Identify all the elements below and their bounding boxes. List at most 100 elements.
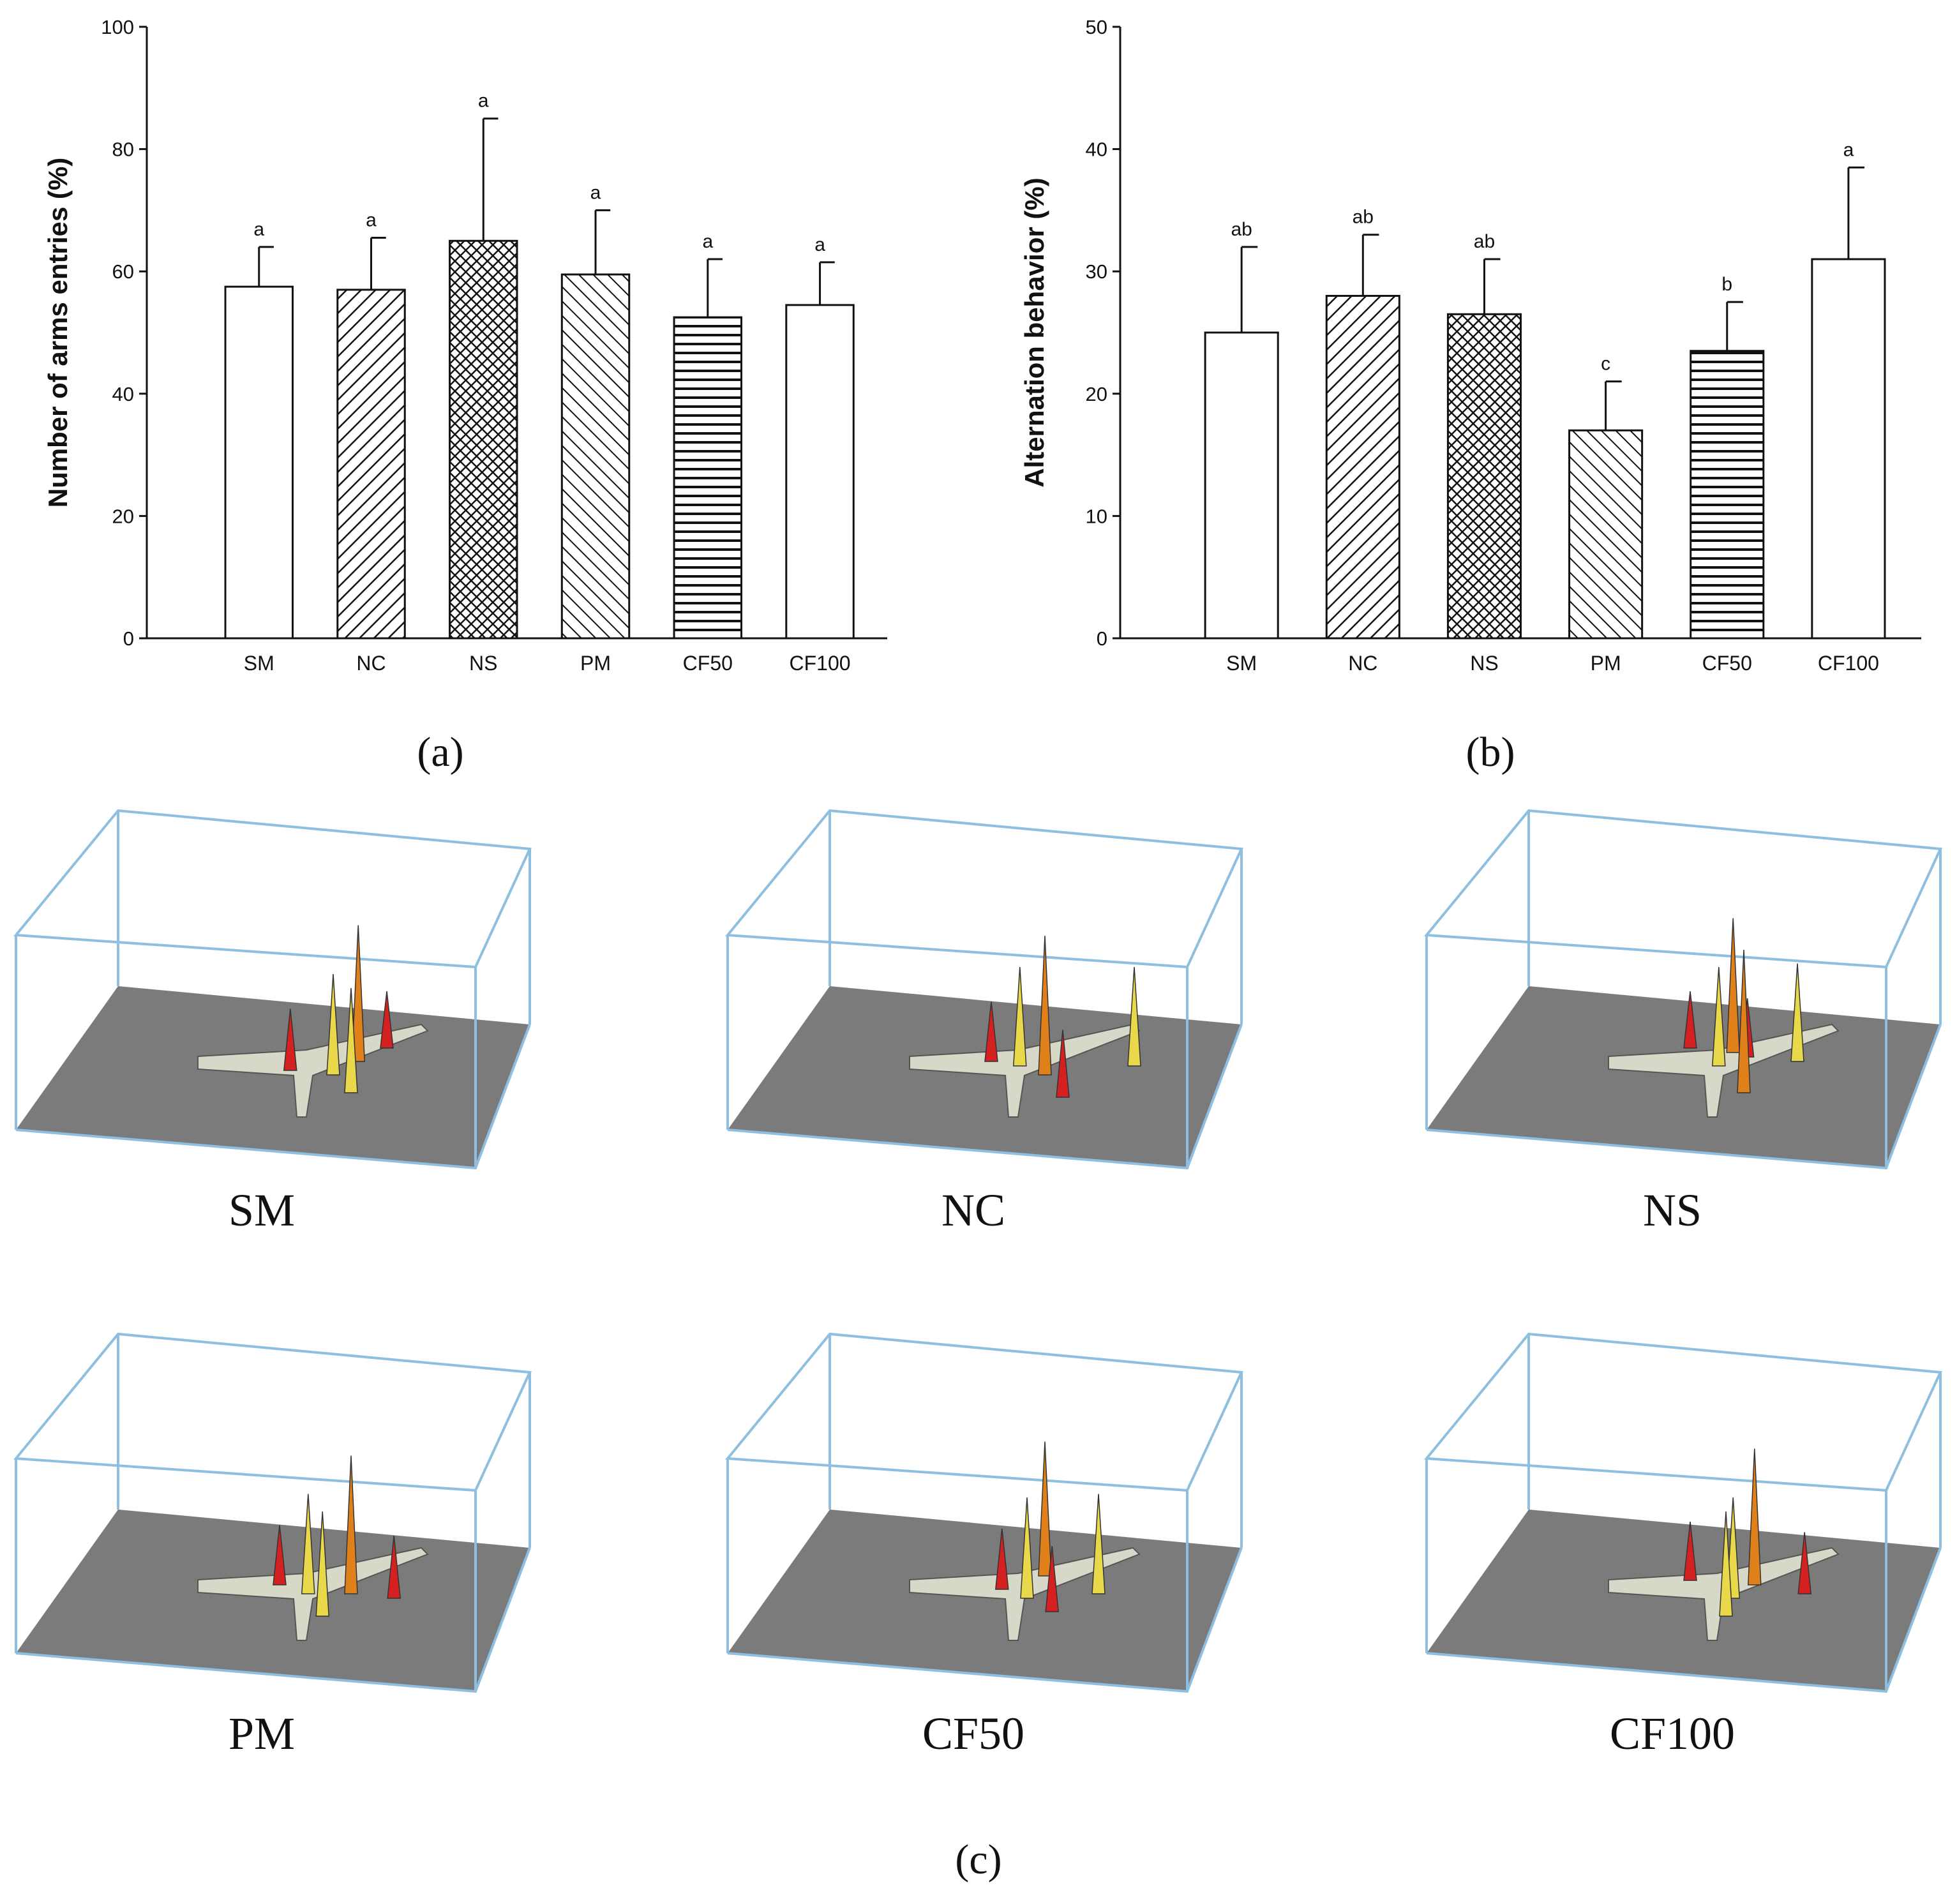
significance-letter: a (478, 91, 489, 112)
heatmap-peak (1726, 918, 1740, 1053)
heatmap-peak (1790, 963, 1804, 1062)
x-tick-label: NC (356, 652, 386, 675)
heatmap-peak (351, 925, 365, 1062)
heatmap-peak (1748, 1448, 1762, 1585)
x-tick-label: CF100 (1818, 652, 1879, 675)
heatmap-peak (1127, 966, 1141, 1067)
bar-pm (1568, 429, 1644, 640)
significance-letter: ab (1353, 207, 1374, 228)
y-axis-title: Number of arms entries (%) (43, 158, 73, 507)
significance-letter: c (1601, 354, 1610, 375)
y-tick-label: 10 (1086, 505, 1107, 527)
bar-ns (449, 239, 518, 640)
heatmap-floor (16, 1510, 530, 1691)
heatmap-peak (1797, 1532, 1812, 1594)
significance-letter: a (366, 210, 377, 231)
heatmap-box-top (1423, 1332, 1942, 1492)
heatmap-floor (1427, 1510, 1940, 1691)
heatmap-floor (1427, 986, 1940, 1168)
heatmap-box-top (724, 1332, 1243, 1492)
heatmap-peak (273, 1525, 287, 1585)
heatmap-label: CF50 (922, 1708, 1024, 1759)
heatmap-label: SM (229, 1185, 295, 1236)
heatmap-ns: NS (1423, 809, 1942, 1236)
heatmap-peak (1056, 1030, 1070, 1098)
x-tick-label: NC (1348, 652, 1377, 675)
y-tick-label: 0 (123, 627, 134, 650)
y-tick-label: 30 (1086, 260, 1107, 283)
heatmap-peak (1712, 966, 1726, 1067)
heatmap-box-top (724, 809, 1243, 969)
heatmap-label: NS (1643, 1185, 1702, 1236)
heatmap-peak (387, 1535, 401, 1599)
y-tick-label: 80 (112, 139, 134, 161)
heatmap-peak (326, 973, 340, 1076)
significance-letter: a (253, 219, 264, 240)
significance-letter: a (702, 231, 713, 252)
heatmap-peak (315, 1511, 329, 1617)
heatmap-box-base (1426, 1547, 1942, 1693)
y-tick-label: 40 (1086, 139, 1107, 161)
significance-letter: ab (1231, 219, 1252, 240)
heatmap-peak (283, 1008, 297, 1071)
significance-letter: a (814, 234, 825, 255)
heatmap-floor (16, 986, 530, 1168)
y-tick-label: 20 (1086, 383, 1107, 405)
x-tick-label: SM (244, 652, 274, 675)
significance-letter: a (1843, 139, 1854, 160)
panel-label-b: (b) (1466, 729, 1515, 776)
significance-letter: b (1721, 274, 1732, 295)
heatmap-box-base (727, 1547, 1243, 1693)
bar-sm (224, 285, 294, 640)
heatmap-peak (1719, 1511, 1733, 1617)
heatmap-nc: NC (724, 809, 1243, 1236)
panel-label-a: (a) (417, 729, 463, 776)
heatmap-peak (984, 1001, 998, 1062)
heatmap-peak (1038, 1441, 1052, 1577)
x-tick-label: CF50 (1702, 652, 1752, 675)
bar-cf50 (673, 316, 743, 640)
heatmap-peak (1038, 935, 1052, 1076)
heatmap-box-top (13, 1332, 532, 1492)
heatmap-box-top (1423, 809, 1942, 969)
heatmap-peak (1091, 1494, 1106, 1594)
heatmap-peak (1683, 1521, 1697, 1581)
bar-sm (1204, 331, 1279, 640)
x-tick-label: NS (1470, 652, 1498, 675)
heatmap-box-base (727, 1024, 1243, 1170)
y-tick-label: 40 (112, 383, 134, 405)
heatmap-peak (994, 1528, 1009, 1590)
significance-letter: ab (1474, 231, 1495, 252)
heatmap-box-base (1426, 1024, 1942, 1170)
chart-arm-entries: 0 20 40 60 80 100 Number of arms entries (%) a S… (43, 16, 887, 675)
heatmap-sm: SM (13, 809, 532, 1236)
y-tick-label: 0 (1097, 627, 1107, 650)
bar-cf100 (1811, 258, 1886, 640)
heatmap-floor (728, 1510, 1241, 1691)
y-axis-title: Alternation behavior (%) (1019, 177, 1049, 487)
bar-cf50 (1690, 350, 1765, 640)
heatmap-box-base (15, 1024, 531, 1170)
bar-pm (560, 273, 631, 640)
heatmap-peak (1020, 1497, 1034, 1599)
heatmap-cf50: CF50 (724, 1332, 1243, 1759)
x-tick-label: CF50 (683, 652, 733, 675)
heatmap-peak (1013, 966, 1027, 1067)
maze-track (909, 1023, 1141, 1118)
heatmap-floor (728, 986, 1241, 1168)
heatmap-peak (1737, 949, 1751, 1093)
heatmap-peak (301, 1494, 315, 1594)
heatmap-label: CF100 (1610, 1708, 1735, 1759)
bar-ns (1446, 313, 1522, 640)
bar-nc (336, 289, 406, 640)
heatmap-grid: SM NC NS PM CF50 CF100 (13, 809, 1942, 1759)
significance-letter: a (590, 182, 601, 203)
heatmap-peak (344, 1455, 358, 1594)
heatmap-box-base (15, 1547, 531, 1693)
heatmap-peak (1683, 991, 1697, 1049)
heatmap-label: PM (229, 1708, 295, 1759)
maze-track (1608, 1023, 1840, 1118)
y-tick-label: 100 (101, 16, 134, 38)
